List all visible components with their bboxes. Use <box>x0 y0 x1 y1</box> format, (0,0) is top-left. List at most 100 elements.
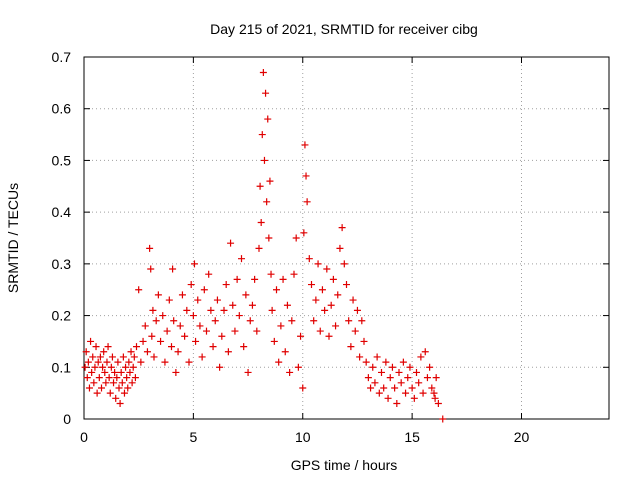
data-point <box>364 374 372 382</box>
data-point <box>240 343 248 351</box>
data-point <box>107 363 115 371</box>
data-point <box>130 353 138 361</box>
data-point <box>270 337 278 345</box>
data-point <box>119 353 127 361</box>
data-point <box>273 286 280 294</box>
data-point <box>139 337 147 345</box>
data-point <box>262 89 270 97</box>
data-point <box>325 332 333 340</box>
data-point <box>268 306 276 314</box>
data-point <box>87 337 95 345</box>
x-tick-label: 10 <box>295 429 311 445</box>
data-point <box>301 141 309 149</box>
data-point <box>168 343 175 351</box>
data-point <box>154 291 162 299</box>
data-point <box>248 301 256 309</box>
data-point <box>353 306 361 314</box>
y-tick-label: 0.7 <box>52 49 72 65</box>
data-point <box>120 389 128 397</box>
data-point <box>200 286 208 294</box>
data-point <box>399 358 407 366</box>
data-point <box>163 327 171 335</box>
data-point <box>310 317 318 325</box>
data-point <box>382 358 390 366</box>
data-point <box>194 296 202 304</box>
data-point <box>224 348 232 356</box>
y-tick-label: 0.2 <box>52 308 72 324</box>
data-point <box>428 384 436 392</box>
data-point <box>410 394 418 402</box>
data-point <box>267 270 275 278</box>
data-point <box>264 115 272 123</box>
data-point <box>84 358 92 366</box>
data-point <box>397 379 405 387</box>
data-point <box>302 172 310 180</box>
data-point <box>185 358 193 366</box>
y-tick-label: 0.4 <box>52 204 72 220</box>
data-point <box>332 322 340 330</box>
data-point <box>149 306 157 314</box>
data-point <box>378 368 385 376</box>
data-point <box>94 358 102 366</box>
data-point <box>404 374 412 382</box>
data-point <box>102 379 110 387</box>
data-point <box>395 368 403 376</box>
data-point <box>105 374 113 382</box>
data-point <box>303 198 311 206</box>
data-point <box>218 332 226 340</box>
data-point <box>229 301 237 309</box>
data-point <box>176 322 184 330</box>
data-point <box>172 368 180 376</box>
data-point <box>183 306 191 314</box>
data-point <box>152 317 160 325</box>
data-point <box>95 374 103 382</box>
data-point <box>358 317 366 325</box>
data-point <box>256 182 264 190</box>
data-point <box>375 389 383 397</box>
data-point <box>258 131 266 139</box>
data-point <box>89 353 97 361</box>
data-point <box>81 363 89 371</box>
chart-title: Day 215 of 2021, SRMTID for receiver cib… <box>210 21 478 37</box>
data-point <box>242 291 250 299</box>
data-point <box>174 348 182 356</box>
data-point <box>347 343 355 351</box>
data-point <box>169 265 177 273</box>
data-point <box>431 394 439 402</box>
data-point <box>384 394 392 402</box>
data-point <box>100 348 108 356</box>
data-point <box>408 384 416 392</box>
data-point <box>391 384 399 392</box>
data-point <box>165 296 173 304</box>
y-tick-label: 0 <box>63 411 71 427</box>
data-point <box>312 296 320 304</box>
data-point <box>90 379 98 387</box>
data-point <box>297 332 305 340</box>
data-point <box>260 156 268 164</box>
data-point <box>122 363 130 371</box>
data-point <box>213 296 221 304</box>
data-point <box>88 368 96 376</box>
data-point <box>143 348 151 356</box>
data-point <box>321 306 329 314</box>
data-point <box>356 353 364 361</box>
data-point <box>131 374 139 382</box>
data-point <box>373 353 381 361</box>
data-point <box>246 317 254 325</box>
data-point <box>367 384 375 392</box>
data-point <box>314 260 322 268</box>
data-point <box>141 322 149 330</box>
data-point <box>316 327 324 335</box>
data-point <box>116 399 124 407</box>
data-point <box>133 343 140 351</box>
data-point <box>231 327 239 335</box>
data-point <box>281 348 289 356</box>
data-point <box>417 353 425 361</box>
data-point <box>129 363 137 371</box>
data-point <box>161 358 169 366</box>
data-point <box>340 260 348 268</box>
data-point <box>430 389 438 397</box>
data-point <box>336 244 344 252</box>
axis-ticks: 0 5 10 15 20 0 0.1 0.2 0.3 0.4 0.5 0.6 0.7 <box>52 49 609 445</box>
data-point <box>82 348 90 356</box>
